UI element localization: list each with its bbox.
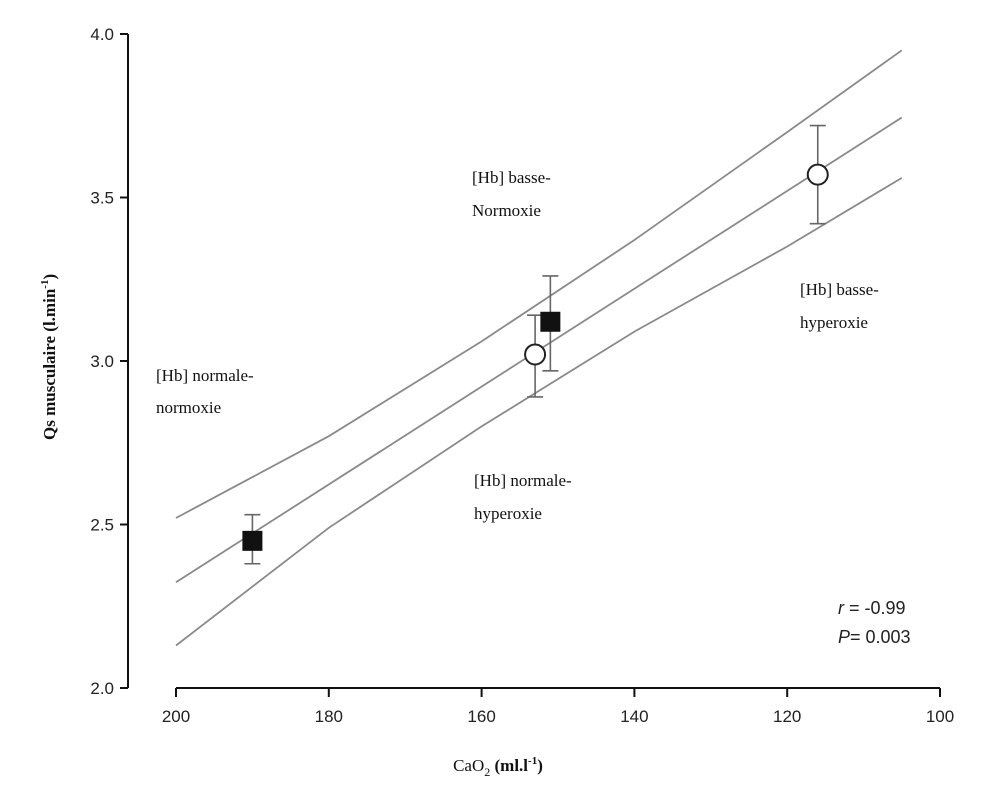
annotation-line: [Hb] normale- [474,471,572,490]
data-point-square [242,530,263,551]
stat-p-label: P [838,627,850,647]
x-axis-label-main: CaO [453,756,484,775]
annotation-hb-normale-hyperoxie: [Hb] normale- hyperoxie [474,471,572,523]
x-axis-label-sup: -1 [528,755,537,767]
confidence-band-lower [175,177,903,647]
annotation-line: hyperoxie [800,313,868,332]
annotation-hb-basse-hyperoxie: [Hb] basse- hyperoxie [800,280,879,332]
y-axis-label-main: Qs musculaire (l.min [40,288,59,440]
y-axis-label: Qs musculaire (l.min-1) [39,274,59,440]
annotation-line: hyperoxie [474,504,542,523]
annotation-hb-basse-normoxie: [Hb] basse- Normoxie [472,168,551,220]
y-tick-label: 3.0 [90,352,114,371]
stat-r-value: = -0.99 [844,598,906,618]
x-axis-label-close: ) [537,756,543,775]
x-axis-label: CaO2 (ml.l-1) [453,755,543,779]
annotation-line: Normoxie [472,201,541,220]
annotation-line: normoxie [156,398,221,417]
data-point-circle [806,163,829,186]
annotation-line: [Hb] basse- [800,280,879,299]
x-tick-label: 180 [315,707,343,726]
y-axis-label-close: ) [40,274,59,280]
annotation-hb-normale-normoxie: [Hb] normale- normoxie [156,366,254,417]
x-tick-label: 200 [162,707,190,726]
x-tick-label: 100 [926,707,954,726]
y-tick-label: 3.5 [90,189,114,208]
data-point-circle [524,343,547,366]
y-tick-label: 4.0 [90,25,114,44]
annotation-line: [Hb] normale- [156,366,254,385]
stat-r: r = -0.99 [838,598,906,618]
confidence-band-upper [175,49,903,519]
y-tick-label: 2.0 [90,679,114,698]
x-tick-label: 120 [773,707,801,726]
stat-r-label: r [838,598,845,618]
x-tick-label: 160 [467,707,495,726]
x-axis-label-units: (ml.l [490,756,528,775]
x-axis-label-sub: 2 [484,765,490,779]
stat-p-value: = 0.003 [850,627,911,647]
data-point-square [540,311,561,332]
stat-p: P= 0.003 [838,627,911,647]
x-tick-label: 140 [620,707,648,726]
y-axis-label-sup: -1 [39,280,51,289]
annotation-line: [Hb] basse- [472,168,551,187]
y-tick-label: 2.5 [90,516,114,535]
